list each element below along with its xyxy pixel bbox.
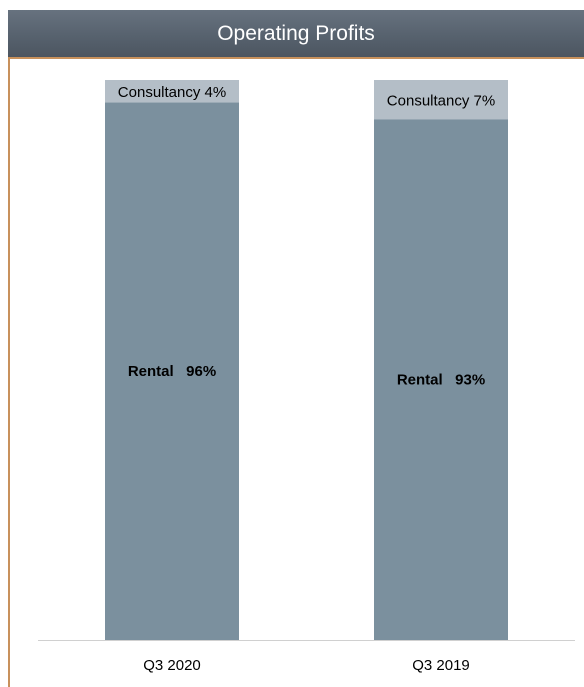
chart-title: Operating Profits (217, 21, 375, 45)
x-tick-label-1: Q3 2020 (143, 657, 201, 674)
data-label-consultancy-2: Consultancy 7% (387, 93, 495, 110)
bar-segment-consultancy-2 (374, 80, 508, 120)
x-tick-label-2: Q3 2019 (412, 657, 470, 674)
frame-top-border (8, 57, 584, 59)
data-label-rental-2: Rental 93% (397, 372, 485, 389)
data-label-consultancy-1: Consultancy 4% (118, 84, 226, 101)
frame-left-border (8, 57, 10, 687)
bar-segment-consultancy-1 (105, 80, 239, 103)
chart-title-banner: Operating Profits (8, 10, 584, 57)
bar-segment-rental-1 (105, 102, 239, 640)
data-label-rental-1: Rental 96% (128, 363, 216, 380)
bar-segment-rental-2 (374, 119, 508, 640)
